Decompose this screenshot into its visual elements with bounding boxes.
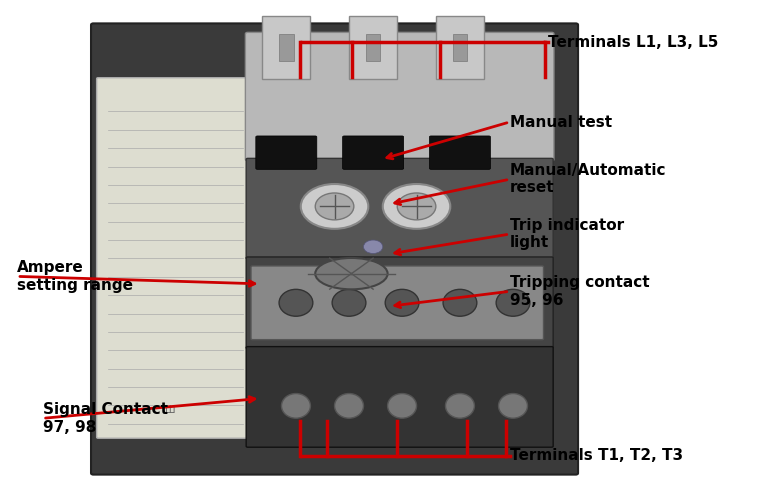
FancyBboxPatch shape bbox=[251, 266, 544, 340]
Bar bbox=[453, 34, 467, 61]
Text: Ш: Ш bbox=[165, 405, 176, 415]
FancyBboxPatch shape bbox=[429, 136, 490, 169]
FancyBboxPatch shape bbox=[256, 136, 317, 169]
FancyBboxPatch shape bbox=[245, 32, 554, 161]
Ellipse shape bbox=[279, 289, 313, 316]
Ellipse shape bbox=[496, 289, 530, 316]
FancyBboxPatch shape bbox=[96, 78, 254, 438]
FancyBboxPatch shape bbox=[246, 347, 553, 447]
Ellipse shape bbox=[499, 393, 527, 418]
Ellipse shape bbox=[335, 393, 363, 418]
Ellipse shape bbox=[363, 240, 383, 253]
Bar bbox=[262, 16, 310, 79]
Text: Terminals L1, L3, L5: Terminals L1, L3, L5 bbox=[548, 35, 719, 50]
Bar bbox=[279, 34, 293, 61]
Text: Signal Contact
97, 98: Signal Contact 97, 98 bbox=[43, 402, 168, 435]
Text: Manual test: Manual test bbox=[510, 115, 612, 129]
Ellipse shape bbox=[315, 193, 354, 220]
Bar bbox=[366, 34, 380, 61]
Ellipse shape bbox=[301, 184, 368, 229]
Ellipse shape bbox=[446, 393, 475, 418]
FancyBboxPatch shape bbox=[246, 158, 553, 259]
Text: Trip indicator
light: Trip indicator light bbox=[510, 218, 624, 250]
FancyBboxPatch shape bbox=[91, 23, 578, 475]
Text: Terminals T1, T2, T3: Terminals T1, T2, T3 bbox=[510, 448, 683, 463]
Ellipse shape bbox=[443, 289, 477, 316]
Ellipse shape bbox=[383, 184, 450, 229]
Bar bbox=[436, 16, 484, 79]
Ellipse shape bbox=[385, 289, 419, 316]
Ellipse shape bbox=[387, 393, 416, 418]
Ellipse shape bbox=[398, 193, 436, 220]
FancyBboxPatch shape bbox=[342, 136, 404, 169]
Ellipse shape bbox=[332, 289, 366, 316]
Text: Manual/Automatic
reset: Manual/Automatic reset bbox=[510, 163, 666, 196]
Bar bbox=[349, 16, 398, 79]
Ellipse shape bbox=[282, 393, 310, 418]
Text: Ampere
setting range: Ampere setting range bbox=[17, 260, 133, 293]
Ellipse shape bbox=[315, 258, 387, 289]
FancyBboxPatch shape bbox=[246, 257, 553, 349]
Text: Tripping contact
95, 96: Tripping contact 95, 96 bbox=[510, 275, 649, 308]
